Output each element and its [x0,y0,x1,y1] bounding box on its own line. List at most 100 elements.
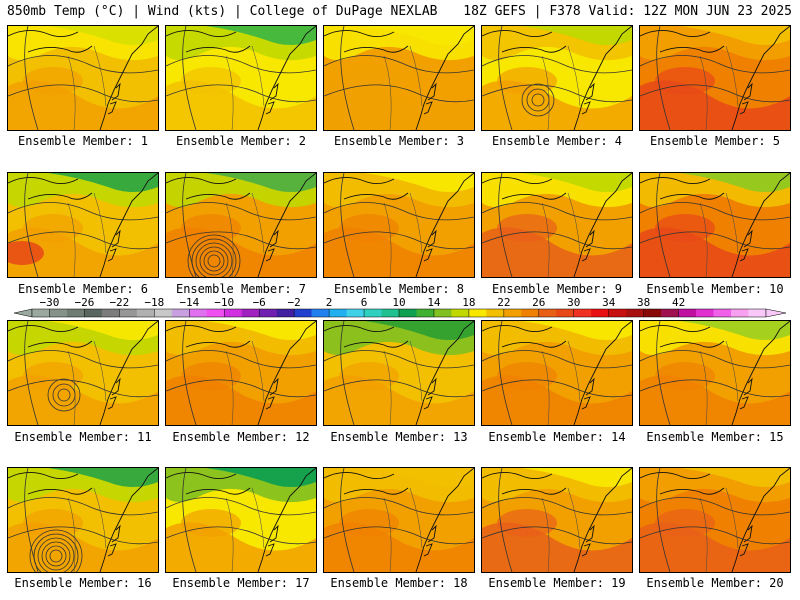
colorbar-swatch [731,309,749,317]
temp-field-cold [522,468,632,487]
coastline [8,468,158,572]
state-borders [383,45,423,130]
state-borders [225,487,265,572]
temp-field-cold [680,468,790,487]
height-contours [324,468,474,572]
temp-field-warm-blob [23,214,83,242]
colorbar-tick-label: 2 [326,296,333,309]
colorbar-tick-label: −10 [214,296,234,309]
state-borders [699,340,739,425]
ensemble-panel [165,320,317,426]
temp-field-warm-blob [655,362,715,390]
temp-field-warm-blob [23,509,83,537]
height-contours [640,26,790,130]
temp-field-cold [364,321,474,340]
coastline [324,321,474,425]
temp-field-warm-blob [655,67,715,95]
temperature-map [482,321,632,425]
temperature-colorbar: −30 −26 −22 −18 −14 −10 −6 −2 2 6 10 14 18 22 26 30 34 38… [14,296,786,318]
colorbar-swatch [468,309,487,317]
colorbar-swatch [364,309,382,317]
colorbar-swatch [259,309,277,317]
state-borders [383,340,423,425]
colorbar-swatch [276,309,295,317]
ensemble-member-label: Ensemble Member: 9 [491,282,623,296]
colorbar-swatch [521,309,540,317]
height-contours [8,173,158,277]
temp-field-warm-blob [497,214,557,242]
temp-field-warm-blob [181,509,241,537]
temp-field-warm-blob [497,509,557,537]
colorbar-swatch [538,309,557,317]
height-contours [482,468,632,572]
temperature-map [324,321,474,425]
colorbar-swatch [224,309,243,317]
colorbar-tick-label: 26 [532,296,545,309]
coastline [640,26,790,130]
colorbar-swatch [154,309,173,317]
temp-field-cold [206,468,316,487]
colorbar-swatch [32,309,50,317]
temp-field-cold [48,468,158,487]
temperature-map [640,26,790,130]
colorbar-tick-label: −14 [179,296,199,309]
state-borders [67,192,107,277]
colorbar-swatch [84,309,103,317]
coastline [166,26,316,130]
height-contours [8,26,158,130]
ensemble-panel [481,25,633,131]
ensemble-panel [7,172,159,278]
colorbar-swatch [119,309,138,317]
colorbar-tick-label: 42 [672,296,685,309]
coastline [8,173,158,277]
temp-field-cold [48,26,158,45]
colorbar-swatch [66,309,85,317]
height-contours [324,26,474,130]
colorbar-swatch [573,309,592,317]
colorbar-tick-label: 14 [427,296,441,309]
ensemble-panel [481,467,633,573]
ensemble-member-label: Ensemble Member: 8 [333,282,465,296]
ensemble-panel [323,25,475,131]
ensemble-member-label: Ensemble Member: 14 [488,430,626,444]
colorbar-tick-label: −26 [74,296,94,309]
map-title: 850mb Temp (°C) | Wind (kts) | College o… [7,4,438,19]
coastline [640,173,790,277]
colorbar-swatch [661,309,679,317]
valid-time: 18Z GEFS | F378 Valid: 12Z MON JUN 23 20… [463,4,792,19]
temp-field-cold [48,321,158,340]
ensemble-panel [481,320,633,426]
temp-field-cold [522,26,632,45]
coastline [166,468,316,572]
temp-field-hot-spot [8,241,44,265]
ensemble-panel [7,320,159,426]
temp-field-warm-blob [339,214,399,242]
colorbar-tick-label: −18 [144,296,164,309]
ensemble-panel [7,25,159,131]
colorbar-swatch [189,309,208,317]
state-borders [541,45,581,130]
temp-field-cold [206,26,316,45]
colorbar-tick-label: 10 [392,296,405,309]
colorbar-swatch [678,309,697,317]
state-borders [541,340,581,425]
colorbar-swatch [556,309,575,317]
temp-field-warm-blob [181,67,241,95]
ensemble-panel [165,172,317,278]
temp-field-cold [364,26,474,45]
state-borders [541,487,581,572]
coastline [640,321,790,425]
ensemble-member-label: Ensemble Member: 16 [14,576,152,590]
state-borders [383,192,423,277]
ensemble-panel [323,320,475,426]
colorbar-tick-label: 30 [567,296,580,309]
ensemble-panel [639,320,791,426]
state-borders [699,192,739,277]
coastline [166,173,316,277]
colorbar-tick-label: 6 [361,296,368,309]
state-borders [699,487,739,572]
state-borders [67,487,107,572]
colorbar-swatch [696,309,714,317]
colorbar-tick-label: 34 [602,296,616,309]
height-contours [640,321,790,425]
